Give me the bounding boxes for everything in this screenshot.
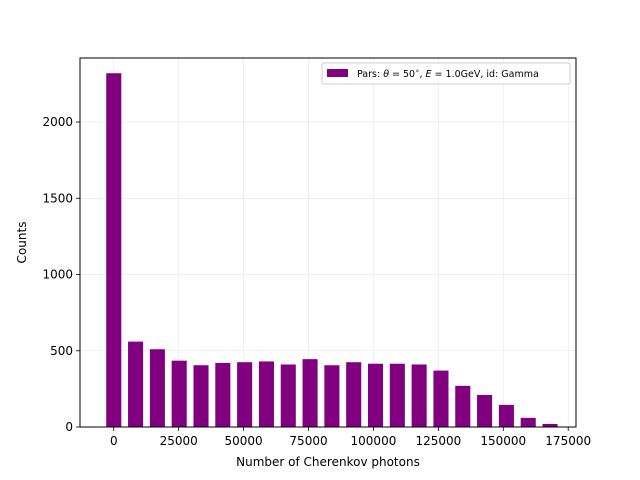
y-tick-label: 500: [50, 344, 73, 358]
legend-label: Pars: θ = 50∘, E = 1.0GeV, id: Gamma: [357, 67, 539, 80]
y-tick-label: 1500: [42, 191, 73, 205]
bar: [542, 423, 558, 427]
bar: [128, 341, 144, 427]
bar: [346, 362, 362, 427]
bar: [455, 385, 471, 427]
x-tick-label: 75000: [289, 434, 327, 448]
bar: [498, 404, 514, 427]
bar: [258, 361, 274, 427]
bar: [237, 362, 253, 427]
x-tick-label: 50000: [225, 434, 263, 448]
bar: [149, 349, 165, 427]
bar: [324, 365, 340, 427]
bar: [520, 417, 536, 427]
bar: [302, 359, 318, 427]
legend: Pars: θ = 50∘, E = 1.0GeV, id: Gamma: [321, 62, 571, 85]
y-axis-ticks: 0 500 1000 1500 2000: [42, 115, 80, 434]
legend-box: [321, 62, 571, 85]
x-axis-label: Number of Cherenkov photons: [236, 455, 420, 469]
x-tick-label: 0: [110, 434, 118, 448]
bar: [433, 370, 449, 427]
bar: [215, 362, 231, 427]
bar: [367, 363, 384, 427]
x-tick-label: 125000: [415, 434, 461, 448]
x-tick-label: 100000: [351, 434, 397, 448]
plot-frame: [79, 57, 577, 428]
bar: [171, 360, 187, 427]
x-tick-label: 25000: [160, 434, 198, 448]
legend-swatch: [327, 69, 348, 77]
bars: [106, 73, 558, 428]
x-axis-ticks: 0 25000 50000 75000 100000 125000 150000 175000: [110, 427, 591, 448]
bar: [193, 365, 209, 427]
y-tick-label: 0: [65, 420, 73, 434]
bar: [106, 73, 122, 428]
bar: [280, 364, 296, 427]
bar: [411, 364, 427, 427]
y-tick-label: 2000: [42, 115, 73, 129]
x-tick-label: 175000: [545, 434, 591, 448]
bar: [477, 394, 493, 427]
bar: [389, 363, 405, 427]
x-tick-label: 150000: [480, 434, 526, 448]
y-tick-label: 1000: [42, 268, 73, 282]
y-axis-label: Counts: [15, 222, 29, 264]
